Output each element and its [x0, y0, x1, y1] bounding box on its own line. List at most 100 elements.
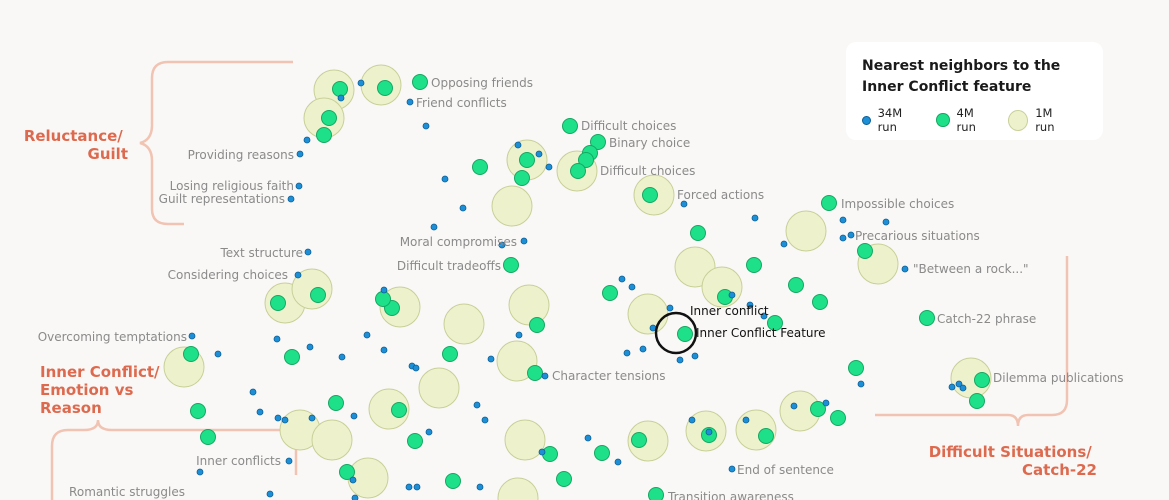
legend-title: Nearest neighbors to the Inner Conflict …: [862, 56, 1087, 98]
point-34m-14: [520, 237, 528, 245]
inner-conflict-feature-label: Inner Conflict Feature: [696, 326, 826, 340]
legend-items: 34M run 4M run 1M run: [862, 106, 1087, 134]
point-34m-61: [614, 458, 622, 466]
point-label-0: Opposing friends: [431, 76, 533, 90]
point-1m-16: [627, 293, 669, 335]
cluster-label-inner-conflict: Inner Conflict/ Emotion vs Reason: [40, 363, 165, 417]
point-34m-22: [751, 214, 759, 222]
point-34m-69: [955, 380, 963, 388]
point-4m-46: [594, 445, 610, 461]
point-34m-39: [691, 352, 699, 360]
focus-feature: Inner Conflict Feature Inner conflict: [654, 304, 826, 355]
point-4m-20: [812, 294, 828, 310]
point-34m-52: [281, 416, 289, 424]
point-4m-28: [270, 295, 286, 311]
point-label-10: Precarious situations: [855, 229, 980, 243]
series-34m-run: [188, 79, 967, 500]
inner-conflict-feature-marker[interactable]: [654, 311, 698, 355]
point-1m-13: [508, 284, 550, 326]
point-4m-17: [746, 257, 762, 273]
point-34m-5: [296, 150, 304, 158]
point-34m-49: [541, 372, 549, 380]
point-34m-42: [338, 353, 346, 361]
point-label-1: Friend conflicts: [416, 96, 507, 110]
inner-conflict-neighbor-label: Inner conflict: [690, 304, 769, 318]
point-4m-33: [442, 346, 458, 362]
point-34m-25: [882, 218, 890, 226]
legend-swatch-1m: [1008, 109, 1029, 131]
point-labels: Opposing friends Friend conflicts Providin…: [38, 76, 1124, 500]
point-4m-12: [472, 159, 488, 175]
point-label-12: Catch-22 phrase: [937, 312, 1036, 326]
point-1m-25: [627, 420, 669, 462]
point-34m-13: [430, 223, 438, 231]
point-4m-32: [529, 317, 545, 333]
point-4m-47: [556, 471, 572, 487]
point-34m-8: [514, 141, 522, 149]
point-1m-30: [497, 477, 539, 500]
point-34m-24: [839, 216, 847, 224]
point-34m-23: [780, 240, 788, 248]
point-1m-15: [443, 303, 485, 345]
point-4m-26: [969, 393, 985, 409]
point-4m-50: [810, 401, 826, 417]
point-4m-6: [590, 134, 606, 150]
point-34m-65: [790, 402, 798, 410]
point-4m-13: [642, 187, 658, 203]
point-4m-40: [328, 395, 344, 411]
point-4m-35: [183, 346, 199, 362]
cluster-label-difficult-situations: Difficult Situations/ Catch-22: [929, 443, 1097, 479]
point-label-11: "Between a rock...": [913, 262, 1029, 276]
point-34m-41: [306, 343, 314, 351]
point-34m-32: [760, 312, 768, 320]
point-4m-51: [758, 428, 774, 444]
point-4m-43: [339, 464, 355, 480]
point-label-13: Dilemma publications: [993, 371, 1124, 385]
point-4m-39: [200, 429, 216, 445]
point-4m-2: [332, 81, 348, 97]
point-label-17: Difficult tradeoffs: [397, 259, 501, 273]
legend-panel: Nearest neighbors to the Inner Conflict …: [846, 42, 1103, 140]
legend-item-4m: 4M run: [936, 106, 994, 134]
legend-title-line-2: Inner Conflict feature: [862, 79, 1032, 95]
point-34m-31: [666, 304, 674, 312]
point-34m-30: [746, 301, 754, 309]
reluctance-guilt-bracket: [139, 60, 293, 226]
point-34m-21: [680, 200, 688, 208]
point-34m-26: [839, 234, 847, 242]
point-34m-59: [538, 448, 546, 456]
legend-label-4m: 4M run: [956, 106, 976, 134]
point-4m-24: [677, 326, 693, 342]
point-34m-68: [948, 383, 956, 391]
point-34m-53: [274, 414, 282, 422]
point-4m-25: [974, 372, 990, 388]
point-4m-49: [830, 410, 846, 426]
point-4m-37: [848, 360, 864, 376]
point-4m-8: [578, 152, 594, 168]
point-34m-17: [294, 271, 302, 279]
point-34m-37: [639, 345, 647, 353]
legend-label-1m: 1M run: [1035, 106, 1055, 134]
point-4m-44: [445, 473, 461, 489]
legend-label-34m: 34M run: [877, 106, 903, 134]
legend-item-1m: 1M run: [1008, 106, 1073, 134]
series-4m-run: [183, 74, 990, 500]
point-4m-11: [514, 170, 530, 186]
cluster-label-reluctance-guilt: Reluctance/ Guilt: [24, 127, 128, 163]
point-34m-38: [676, 356, 684, 364]
point-34m-57: [425, 428, 433, 436]
point-34m-40: [273, 335, 281, 343]
point-34m-4: [303, 136, 311, 144]
point-1m-20: [368, 388, 410, 430]
point-34m-51: [256, 408, 264, 416]
point-4m-23: [919, 310, 935, 326]
point-label-18: Overcoming temptations: [38, 330, 187, 344]
point-34m-3: [422, 122, 430, 130]
point-4m-5: [562, 118, 578, 134]
point-34m-55: [350, 412, 358, 420]
point-4m-9: [570, 163, 586, 179]
point-4m-41: [391, 402, 407, 418]
point-4m-27: [310, 287, 326, 303]
point-4m-3: [321, 110, 337, 126]
point-34m-36: [623, 349, 631, 357]
